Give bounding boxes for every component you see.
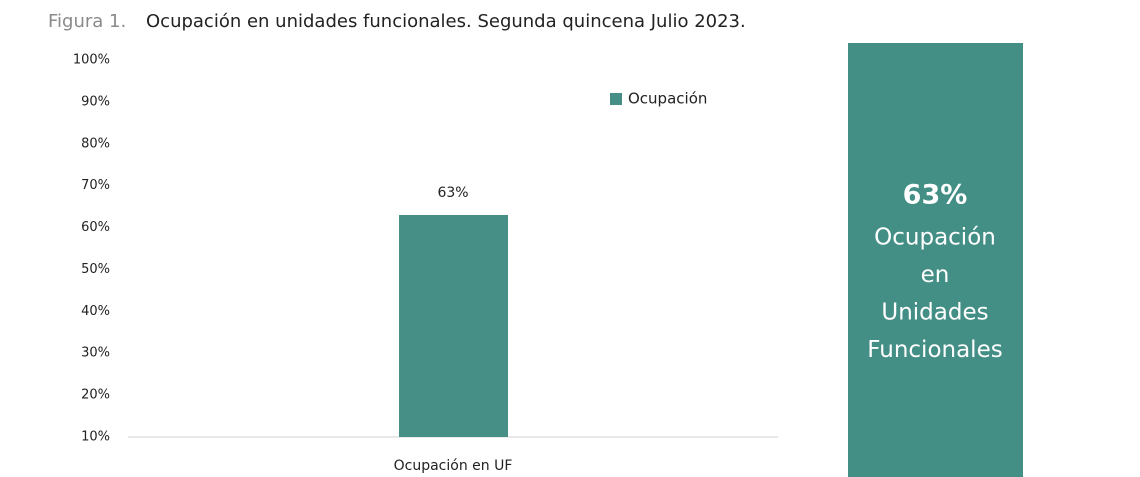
data-label: 63% xyxy=(437,185,468,201)
chart-title: Ocupación en unidades funcionales. Segun… xyxy=(146,11,746,32)
legend-label: Ocupación xyxy=(628,90,707,108)
callout-value: 63% xyxy=(903,180,968,211)
y-tick-label: 60% xyxy=(81,220,110,235)
y-tick-label: 10% xyxy=(81,430,110,445)
figure-label: Figura 1. xyxy=(48,11,126,32)
y-tick-label: 50% xyxy=(81,262,110,277)
y-tick-label: 70% xyxy=(81,178,110,193)
callout-text: Ocupación xyxy=(874,225,996,251)
y-tick-label: 20% xyxy=(81,388,110,403)
y-tick-label: 80% xyxy=(81,136,110,151)
legend-swatch xyxy=(610,93,622,105)
bar xyxy=(399,214,508,437)
y-tick-label: 100% xyxy=(73,53,110,68)
callout-panel xyxy=(848,43,1023,477)
callout-text: Unidades xyxy=(881,300,988,326)
callout-text: en xyxy=(921,262,950,288)
y-tick-label: 30% xyxy=(81,346,110,361)
callout-text: Funcionales xyxy=(867,337,1002,363)
y-tick-label: 90% xyxy=(81,94,110,109)
x-tick-label: Ocupación en UF xyxy=(394,458,513,474)
y-tick-label: 40% xyxy=(81,304,110,319)
